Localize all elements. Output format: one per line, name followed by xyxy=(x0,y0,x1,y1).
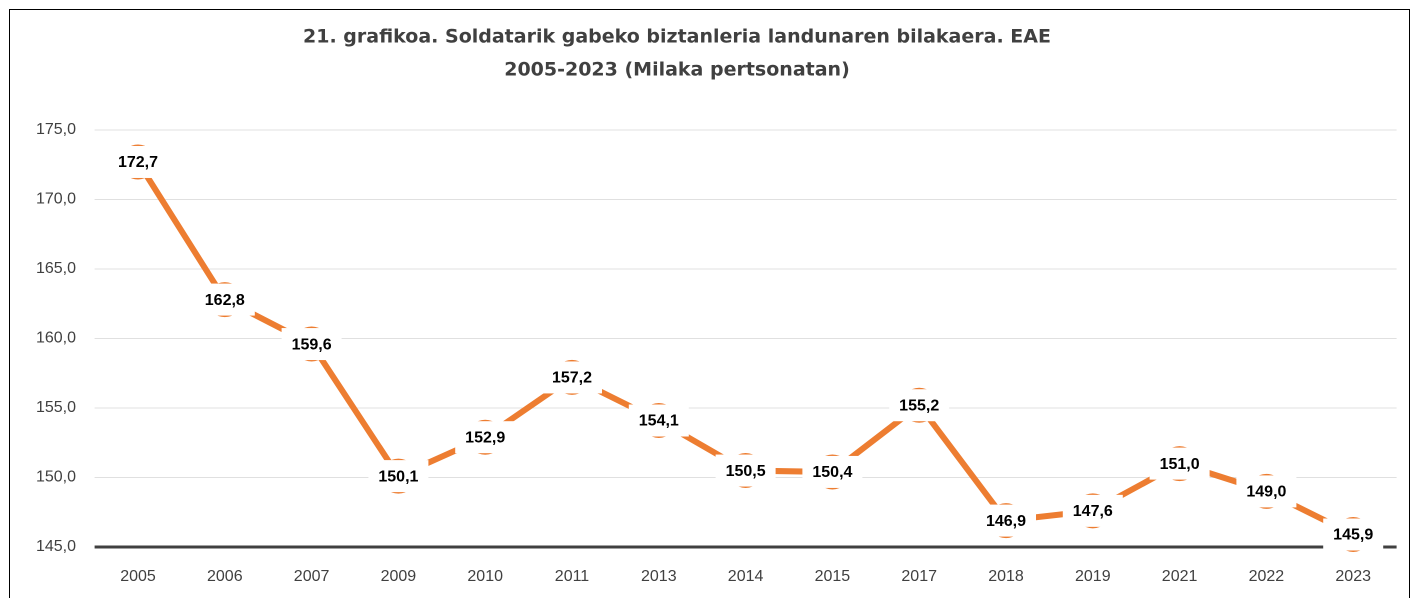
label-bg xyxy=(108,145,168,178)
data-label: 159,6 xyxy=(292,336,332,353)
data-label: 154,1 xyxy=(639,413,679,430)
data-label: 172,7 xyxy=(118,154,158,171)
x-tick-label: 2005 xyxy=(120,568,156,585)
label-bg xyxy=(889,389,950,422)
y-tick-label: 155,0 xyxy=(36,399,76,416)
label-bg xyxy=(976,504,1036,537)
data-label: 146,9 xyxy=(986,513,1026,530)
y-tick-label: 145,0 xyxy=(36,538,76,555)
x-tick-label: 2018 xyxy=(988,568,1024,585)
y-tick-label: 165,0 xyxy=(36,260,76,277)
data-label: 157,2 xyxy=(552,370,592,387)
chart-subtitle: 2005-2023 (Milaka pertsonatan) xyxy=(504,59,850,81)
label-bg xyxy=(715,454,776,487)
x-tick-label: 2015 xyxy=(815,568,851,585)
x-tick-label: 2011 xyxy=(555,568,590,585)
y-tick-label: 175,0 xyxy=(36,121,76,138)
x-tick-label: 2019 xyxy=(1075,568,1111,585)
label-bg xyxy=(368,460,429,493)
data-label: 151,0 xyxy=(1160,456,1200,473)
data-label: 145,9 xyxy=(1333,527,1373,544)
y-tick-label: 150,0 xyxy=(36,469,76,486)
label-bg xyxy=(455,421,516,454)
x-tick-label: 2022 xyxy=(1249,568,1285,585)
label-bg xyxy=(281,328,342,361)
y-tick-label: 160,0 xyxy=(36,330,76,347)
label-bg xyxy=(802,455,863,488)
data-label: 150,4 xyxy=(812,464,852,481)
x-tick-label: 2009 xyxy=(381,568,417,585)
label-bg xyxy=(628,404,689,437)
chart-title: 21. grafikoa. Soldatarik gabeko biztanle… xyxy=(303,26,1051,48)
data-label: 155,2 xyxy=(899,397,939,414)
data-label: 147,6 xyxy=(1073,503,1113,520)
x-tick-label: 2013 xyxy=(641,568,677,585)
data-label: 152,9 xyxy=(465,429,505,446)
label-bg xyxy=(1149,447,1210,480)
x-tick-label: 2006 xyxy=(207,568,243,585)
data-label: 149,0 xyxy=(1246,484,1286,501)
data-label: 162,8 xyxy=(205,292,245,309)
x-tick-label: 2007 xyxy=(294,568,330,585)
x-tick-label: 2010 xyxy=(467,568,503,585)
x-tick-label: 2017 xyxy=(901,568,937,585)
label-bg xyxy=(1323,518,1384,551)
x-tick-label: 2023 xyxy=(1335,568,1371,585)
data-label: 150,5 xyxy=(726,463,766,480)
label-bg xyxy=(194,283,255,316)
data-label: 150,1 xyxy=(378,468,418,485)
label-bg xyxy=(1062,494,1123,527)
x-tick-label: 2014 xyxy=(728,568,764,585)
label-bg xyxy=(542,361,602,394)
label-bg xyxy=(1236,475,1297,508)
x-tick-label: 2021 xyxy=(1162,568,1198,585)
y-tick-label: 170,0 xyxy=(36,191,76,208)
